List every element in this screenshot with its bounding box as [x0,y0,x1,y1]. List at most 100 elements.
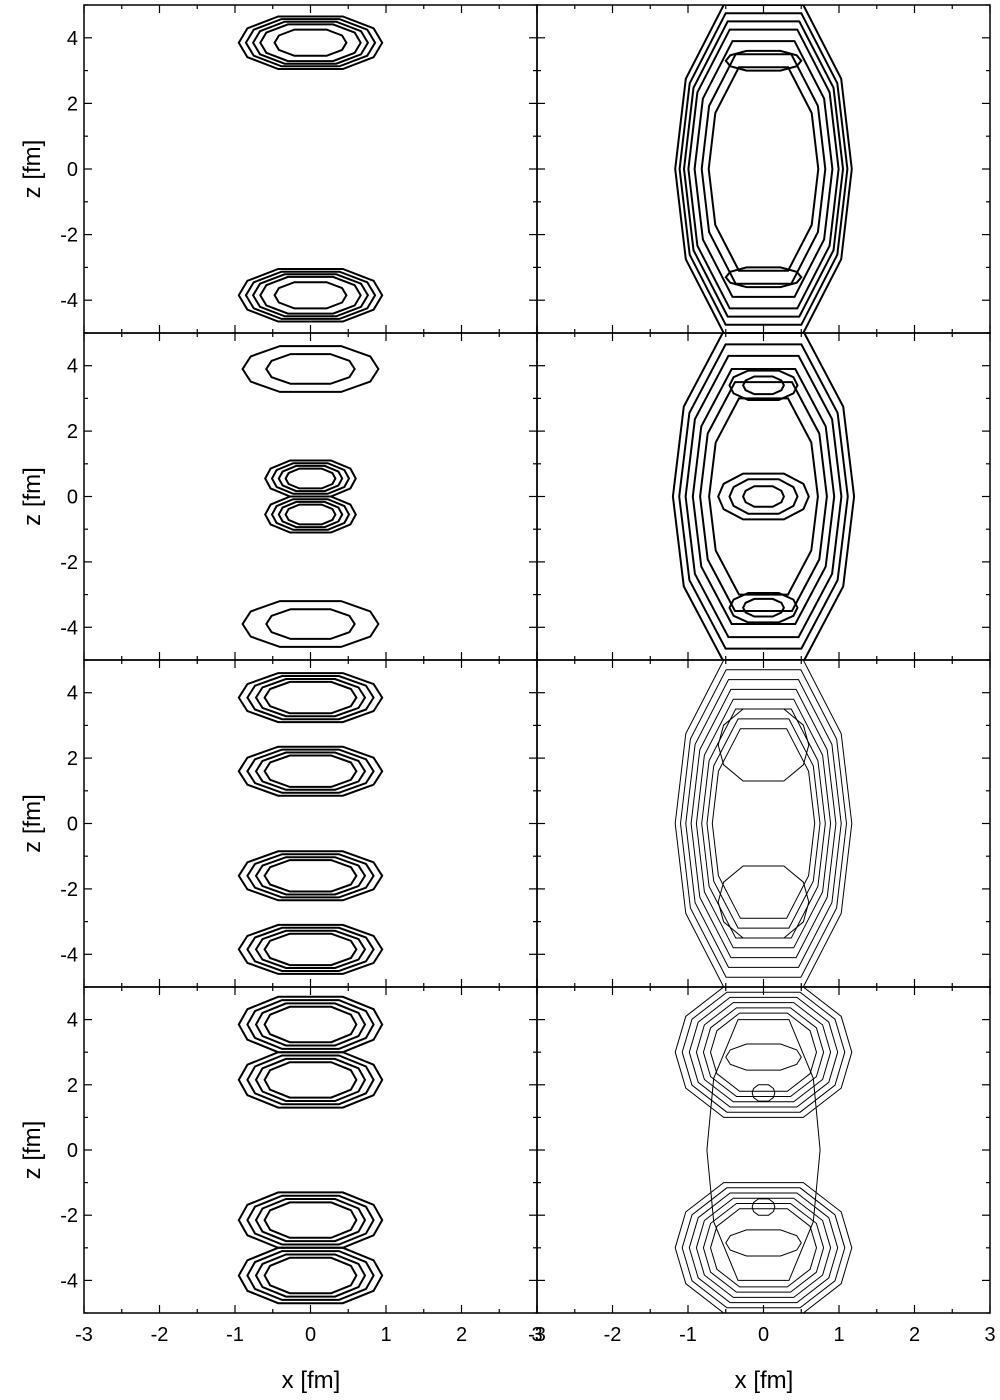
contour-line-b2-l3 [263,1201,358,1239]
panel-frame [83,986,538,1314]
contour-line-b1-l3 [263,754,358,788]
y-tick-label: -2 [60,879,78,901]
contour-line-b1-l0 [237,745,384,797]
contour-line-b1-l1 [265,608,356,640]
contour-line-b1-l3 [259,275,362,315]
contour-line-b2-l3 [284,467,337,490]
x-axis-label-left: x [fm] [282,1367,341,1394]
contour-line-b3-l3 [263,932,358,967]
contour-line-b1-l0 [717,708,810,782]
contour-line-b1-l1 [246,748,375,794]
contour-line-b0-l6 [706,718,821,929]
contour-line-b3-l1 [246,926,375,972]
y-tick-label: -4 [60,944,78,966]
contour-line-b0-l4 [702,1007,825,1097]
contour-line-b1-l1 [246,1054,375,1106]
y-tick-label: -4 [60,290,78,312]
contour-line-b1-l2 [742,485,785,508]
contour-line-b0-l5 [709,1012,818,1092]
contour-group [674,5,853,333]
y-tick-label: 4 [67,683,78,705]
contour-line-b0-l1 [679,669,848,978]
x-tick-label: -1 [226,1324,244,1346]
contour-line-b3-l2 [254,1253,367,1298]
contour-line-b2-l0 [237,850,384,902]
contour-line-b0-l3 [695,1002,832,1103]
y-axis-label: z [fm] [19,467,46,526]
contour-line-b3-l0 [237,1246,384,1305]
panel-r2c1 [536,659,991,988]
contour-line-b2-l0 [706,1019,821,1281]
x-tick-label: -2 [151,1324,169,1346]
contour-line-b0-l4 [695,698,832,949]
panel-r0c1 [536,4,991,334]
contour-line-b0-l1 [681,991,846,1113]
panel-r3c0 [83,986,538,1314]
y-tick-label: 0 [67,159,78,181]
contour-line-b2-l2 [254,1198,367,1243]
y-axis-label: z [fm] [19,794,46,853]
contour-line-b2-l1 [246,1194,375,1246]
panel-r2c0 [83,659,538,988]
contour-group [237,995,384,1305]
contour-line-b0-l7 [711,728,816,919]
x-tick-label: -3 [528,1324,546,1346]
contour-line-b0-l0 [237,672,384,724]
contour-group [671,333,856,660]
contour-line-b0-l0 [237,995,384,1054]
contour-line-b2-l1 [246,853,375,899]
contour-line-b3-l2 [254,929,367,969]
x-tick-label: 3 [531,1324,542,1346]
y-tick-label: 0 [67,487,78,509]
y-tick-label: 2 [67,1075,78,1097]
panel-r1c1 [536,332,991,661]
y-tick-label: -4 [60,1270,78,1292]
contour-line-b3-l3 [263,1256,358,1295]
contour-line-b3-l1 [246,1250,375,1301]
contour-line-b1-l1 [681,1187,846,1309]
y-tick-label: 2 [67,93,78,115]
y-tick-label: 2 [67,421,78,443]
x-tick-label: 2 [909,1324,920,1346]
panel-r1c0 [83,332,538,661]
y-tick-label: 4 [67,28,78,50]
panel-frame [536,986,991,1314]
y-tick-label: -4 [60,617,78,639]
contour-line-b2-l0 [728,369,799,401]
y-tick-label: 4 [67,356,78,378]
contour-line-b0-l2 [251,20,370,65]
contour-line-b1-l2 [251,273,370,318]
contour-line-b1-l0 [237,268,384,323]
panel-ticks [83,986,538,1314]
x-tick-label: 0 [305,1324,316,1346]
contour-line-b1-l0 [674,1182,853,1313]
contour-line-b0-l2 [688,996,839,1108]
contour-line-b1-l0 [724,49,803,72]
x-axis-label-right: x [fm] [735,1367,794,1394]
x-tick-label: 3 [984,1324,995,1346]
y-tick-label: 0 [67,814,78,836]
contour-line-b0-l3 [690,688,837,959]
y-axis-label: z [fm] [19,140,46,199]
contour-line-b0-l3 [263,680,358,715]
contour-group [674,987,853,1313]
contour-line-b0-l5 [708,397,819,596]
contour-line-b0-l0 [241,345,380,393]
panel-ticks [83,4,538,334]
contour-line-b0-l0 [674,987,853,1118]
contour-line-b1-l2 [254,1057,367,1102]
contour-line-b0-l6 [707,66,820,272]
contour-line-b0-l0 [237,15,384,70]
x-tick-label: 1 [833,1324,844,1346]
contour-line-b2-l2 [254,856,367,896]
x-tick-label: 1 [380,1324,391,1346]
contour-line-b2-l0 [237,1191,384,1249]
contour-line-b1-l2 [254,751,367,791]
x-tick-label: -2 [604,1324,622,1346]
contour-line-b0-l1 [678,12,849,326]
contour-line-b0-l2 [684,354,843,639]
contour-line-b0-l2 [682,20,845,318]
contour-line-b0-l3 [691,368,836,625]
panel-frame [83,659,538,988]
panel-ticks [536,332,991,661]
